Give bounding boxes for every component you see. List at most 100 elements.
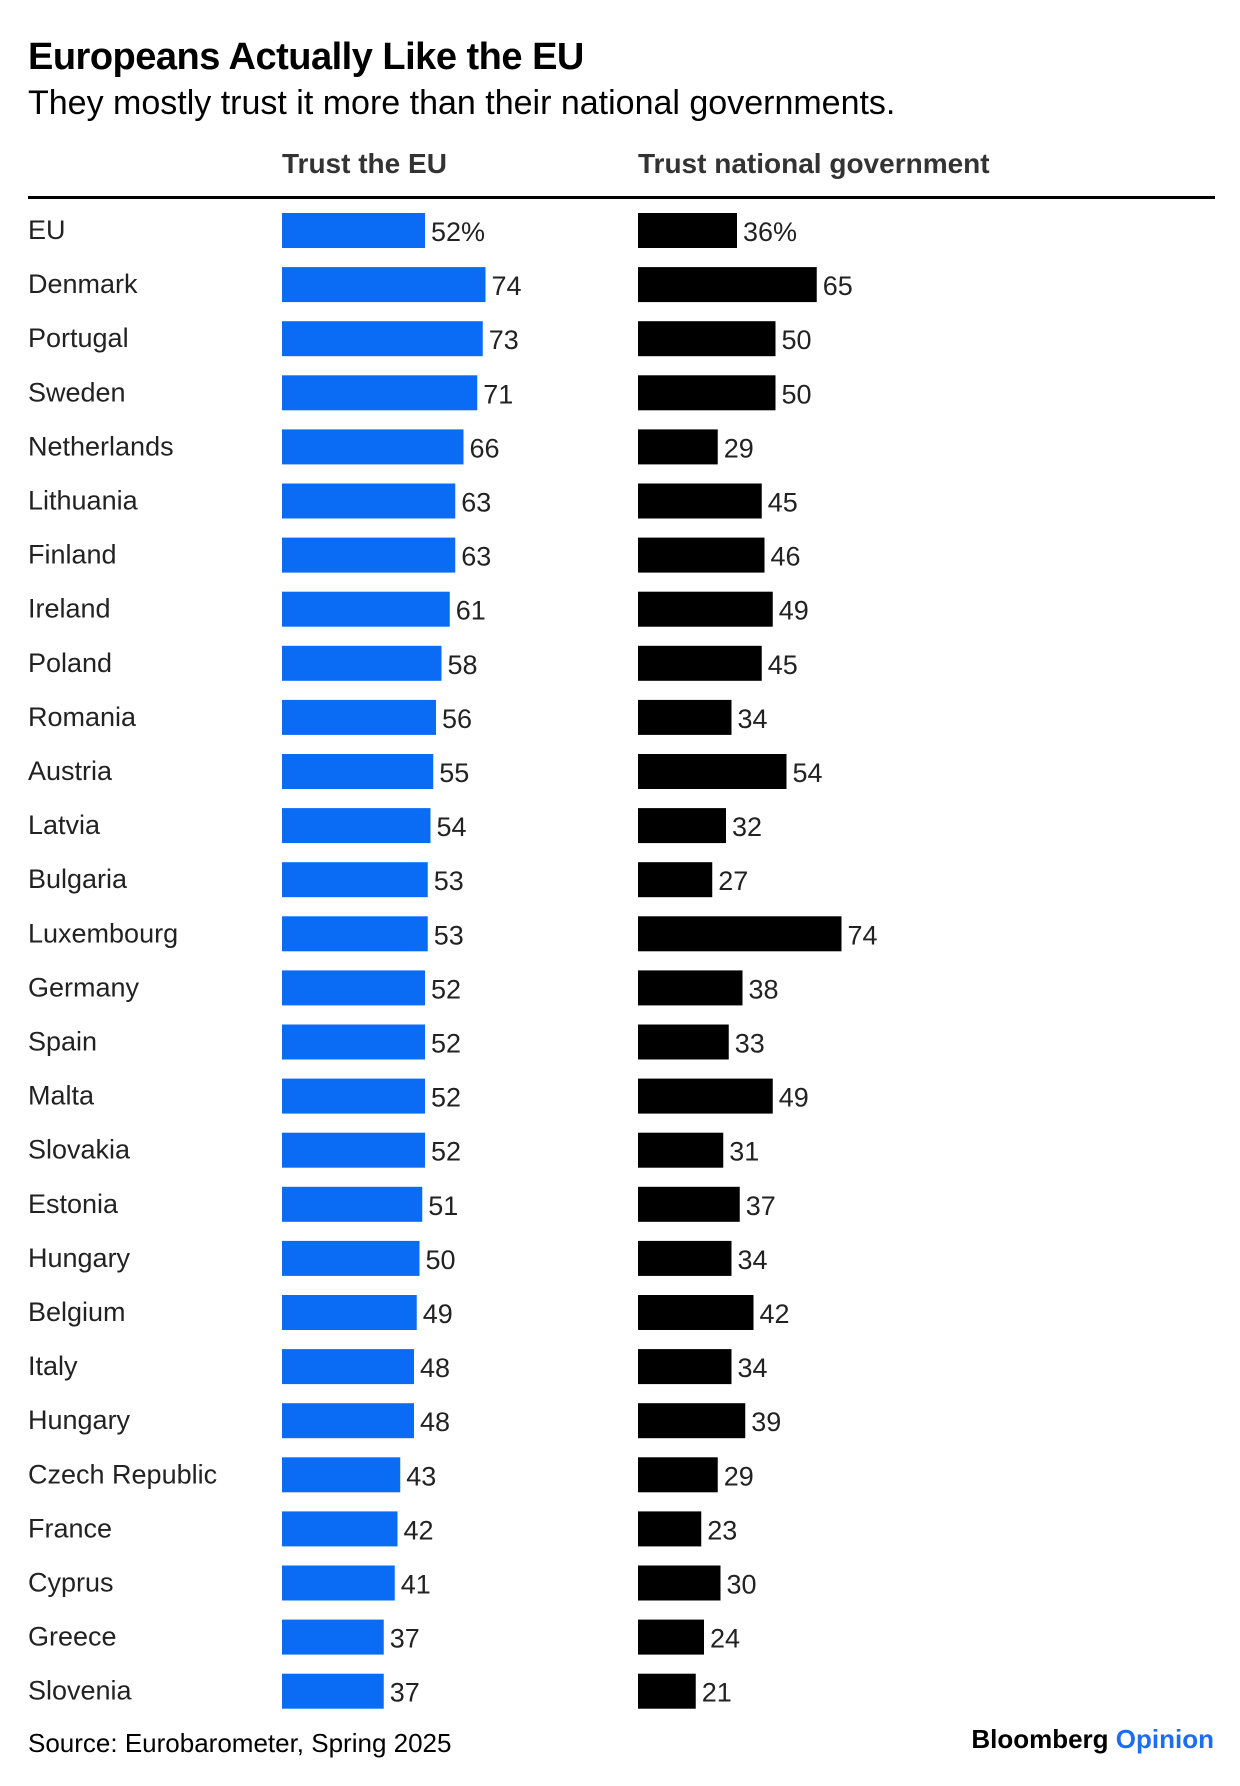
category-label: Luxembourg [28,918,178,948]
eu-trust-value: 41 [401,1570,431,1600]
eu-trust-bar [282,1078,425,1114]
eu-trust-value: 52 [431,1029,461,1059]
eu-trust-bar [282,213,425,248]
national-trust-bar [638,321,776,357]
national-trust-value: 49 [779,1083,809,1113]
national-trust-value: 29 [724,433,754,463]
national-trust-bar [638,699,732,735]
eu-trust-bar [282,321,483,357]
chart-subtitle: They mostly trust it more than their nat… [28,84,896,122]
eu-trust-bar [282,1295,417,1330]
national-trust-bar [638,1349,732,1385]
category-label: Estonia [28,1189,119,1219]
column-header-eu: Trust the EU [282,148,447,179]
eu-trust-bar [282,1024,425,1060]
national-trust-value: 29 [724,1461,754,1491]
national-trust-value: 27 [718,866,748,896]
eu-trust-value: 43 [406,1461,436,1491]
category-label: Lithuania [28,486,139,516]
eu-trust-bar [282,591,450,627]
eu-trust-bar [282,1186,423,1222]
eu-trust-value: 37 [390,1624,420,1654]
category-label: Germany [28,972,140,1002]
eu-trust-bar [282,1240,420,1276]
eu-trust-value: 42 [404,1515,434,1545]
national-trust-value: 38 [749,974,779,1004]
category-label: Greece [28,1622,117,1652]
national-trust-bar [638,1078,773,1114]
eu-trust-bar [282,808,431,844]
national-trust-bar [638,1619,704,1655]
eu-trust-value: 63 [461,542,491,572]
eu-trust-value: 58 [448,650,478,680]
source-note: Source: Eurobarometer, Spring 2025 [28,1728,452,1758]
eu-trust-value: 61 [456,596,486,626]
national-trust-value: 42 [760,1299,790,1329]
category-label: Austria [28,756,113,786]
eu-trust-value: 52 [431,1137,461,1167]
national-trust-value: 65 [823,271,853,301]
eu-trust-bar [282,375,478,411]
national-trust-bar [638,808,726,844]
national-trust-bar [638,267,817,303]
eu-trust-bar [282,483,456,519]
national-trust-bar [638,916,842,952]
national-trust-bar [638,1457,718,1493]
eu-trust-bar [282,1457,401,1493]
category-label: Ireland [28,594,111,624]
national-trust-value: 24 [710,1624,740,1654]
category-label: Hungary [28,1405,131,1435]
eu-trust-value: 48 [420,1407,450,1437]
eu-trust-value: 52 [431,1083,461,1113]
eu-trust-value: 54 [437,812,467,842]
national-trust-bar [638,645,762,681]
category-label: Slovenia [28,1676,133,1706]
eu-trust-bar [282,754,434,789]
category-label: Bulgaria [28,864,128,894]
eu-trust-bar [282,267,486,303]
national-trust-bar [638,213,737,248]
national-trust-bar [638,375,776,411]
national-trust-bar [638,1024,729,1060]
category-label: Cyprus [28,1568,114,1598]
national-trust-bar [638,754,787,789]
national-trust-value: 32 [732,812,762,842]
national-trust-bar [638,1565,721,1601]
category-label: Finland [28,540,117,570]
eu-trust-bar [282,1619,384,1655]
eu-trust-value: 49 [423,1299,453,1329]
category-label: France [28,1513,112,1543]
eu-trust-value: 63 [461,488,491,518]
national-trust-bar [638,483,762,519]
national-trust-value: 34 [738,704,768,734]
eu-trust-value: 53 [434,866,464,896]
category-label: Portugal [28,323,129,353]
category-label: Malta [28,1081,95,1111]
national-trust-value: 36% [743,217,797,247]
national-trust-value: 54 [793,758,823,788]
category-label: Latvia [28,810,101,840]
national-trust-bar [638,1240,732,1276]
category-label: EU [28,215,66,245]
national-trust-value: 34 [738,1245,768,1275]
national-trust-bar [638,1673,696,1709]
national-trust-bar [638,1132,724,1168]
national-trust-value: 33 [735,1029,765,1059]
category-label: Sweden [28,377,126,407]
national-trust-value: 46 [771,542,801,572]
eu-trust-bar [282,645,442,681]
eu-trust-value: 74 [492,271,522,301]
national-trust-value: 30 [727,1570,757,1600]
brand-logo: Bloomberg Opinion [971,1724,1214,1754]
national-trust-bar [638,591,773,627]
national-trust-value: 31 [729,1137,759,1167]
national-trust-bar [638,537,765,573]
category-label: Romania [28,702,137,732]
national-trust-bar [638,1403,746,1439]
eu-trust-value: 48 [420,1353,450,1383]
eu-trust-bar [282,1673,384,1709]
eu-trust-value: 37 [390,1678,420,1708]
eu-trust-bar [282,862,428,898]
national-trust-bar [638,1511,702,1547]
national-trust-value: 37 [746,1191,776,1221]
